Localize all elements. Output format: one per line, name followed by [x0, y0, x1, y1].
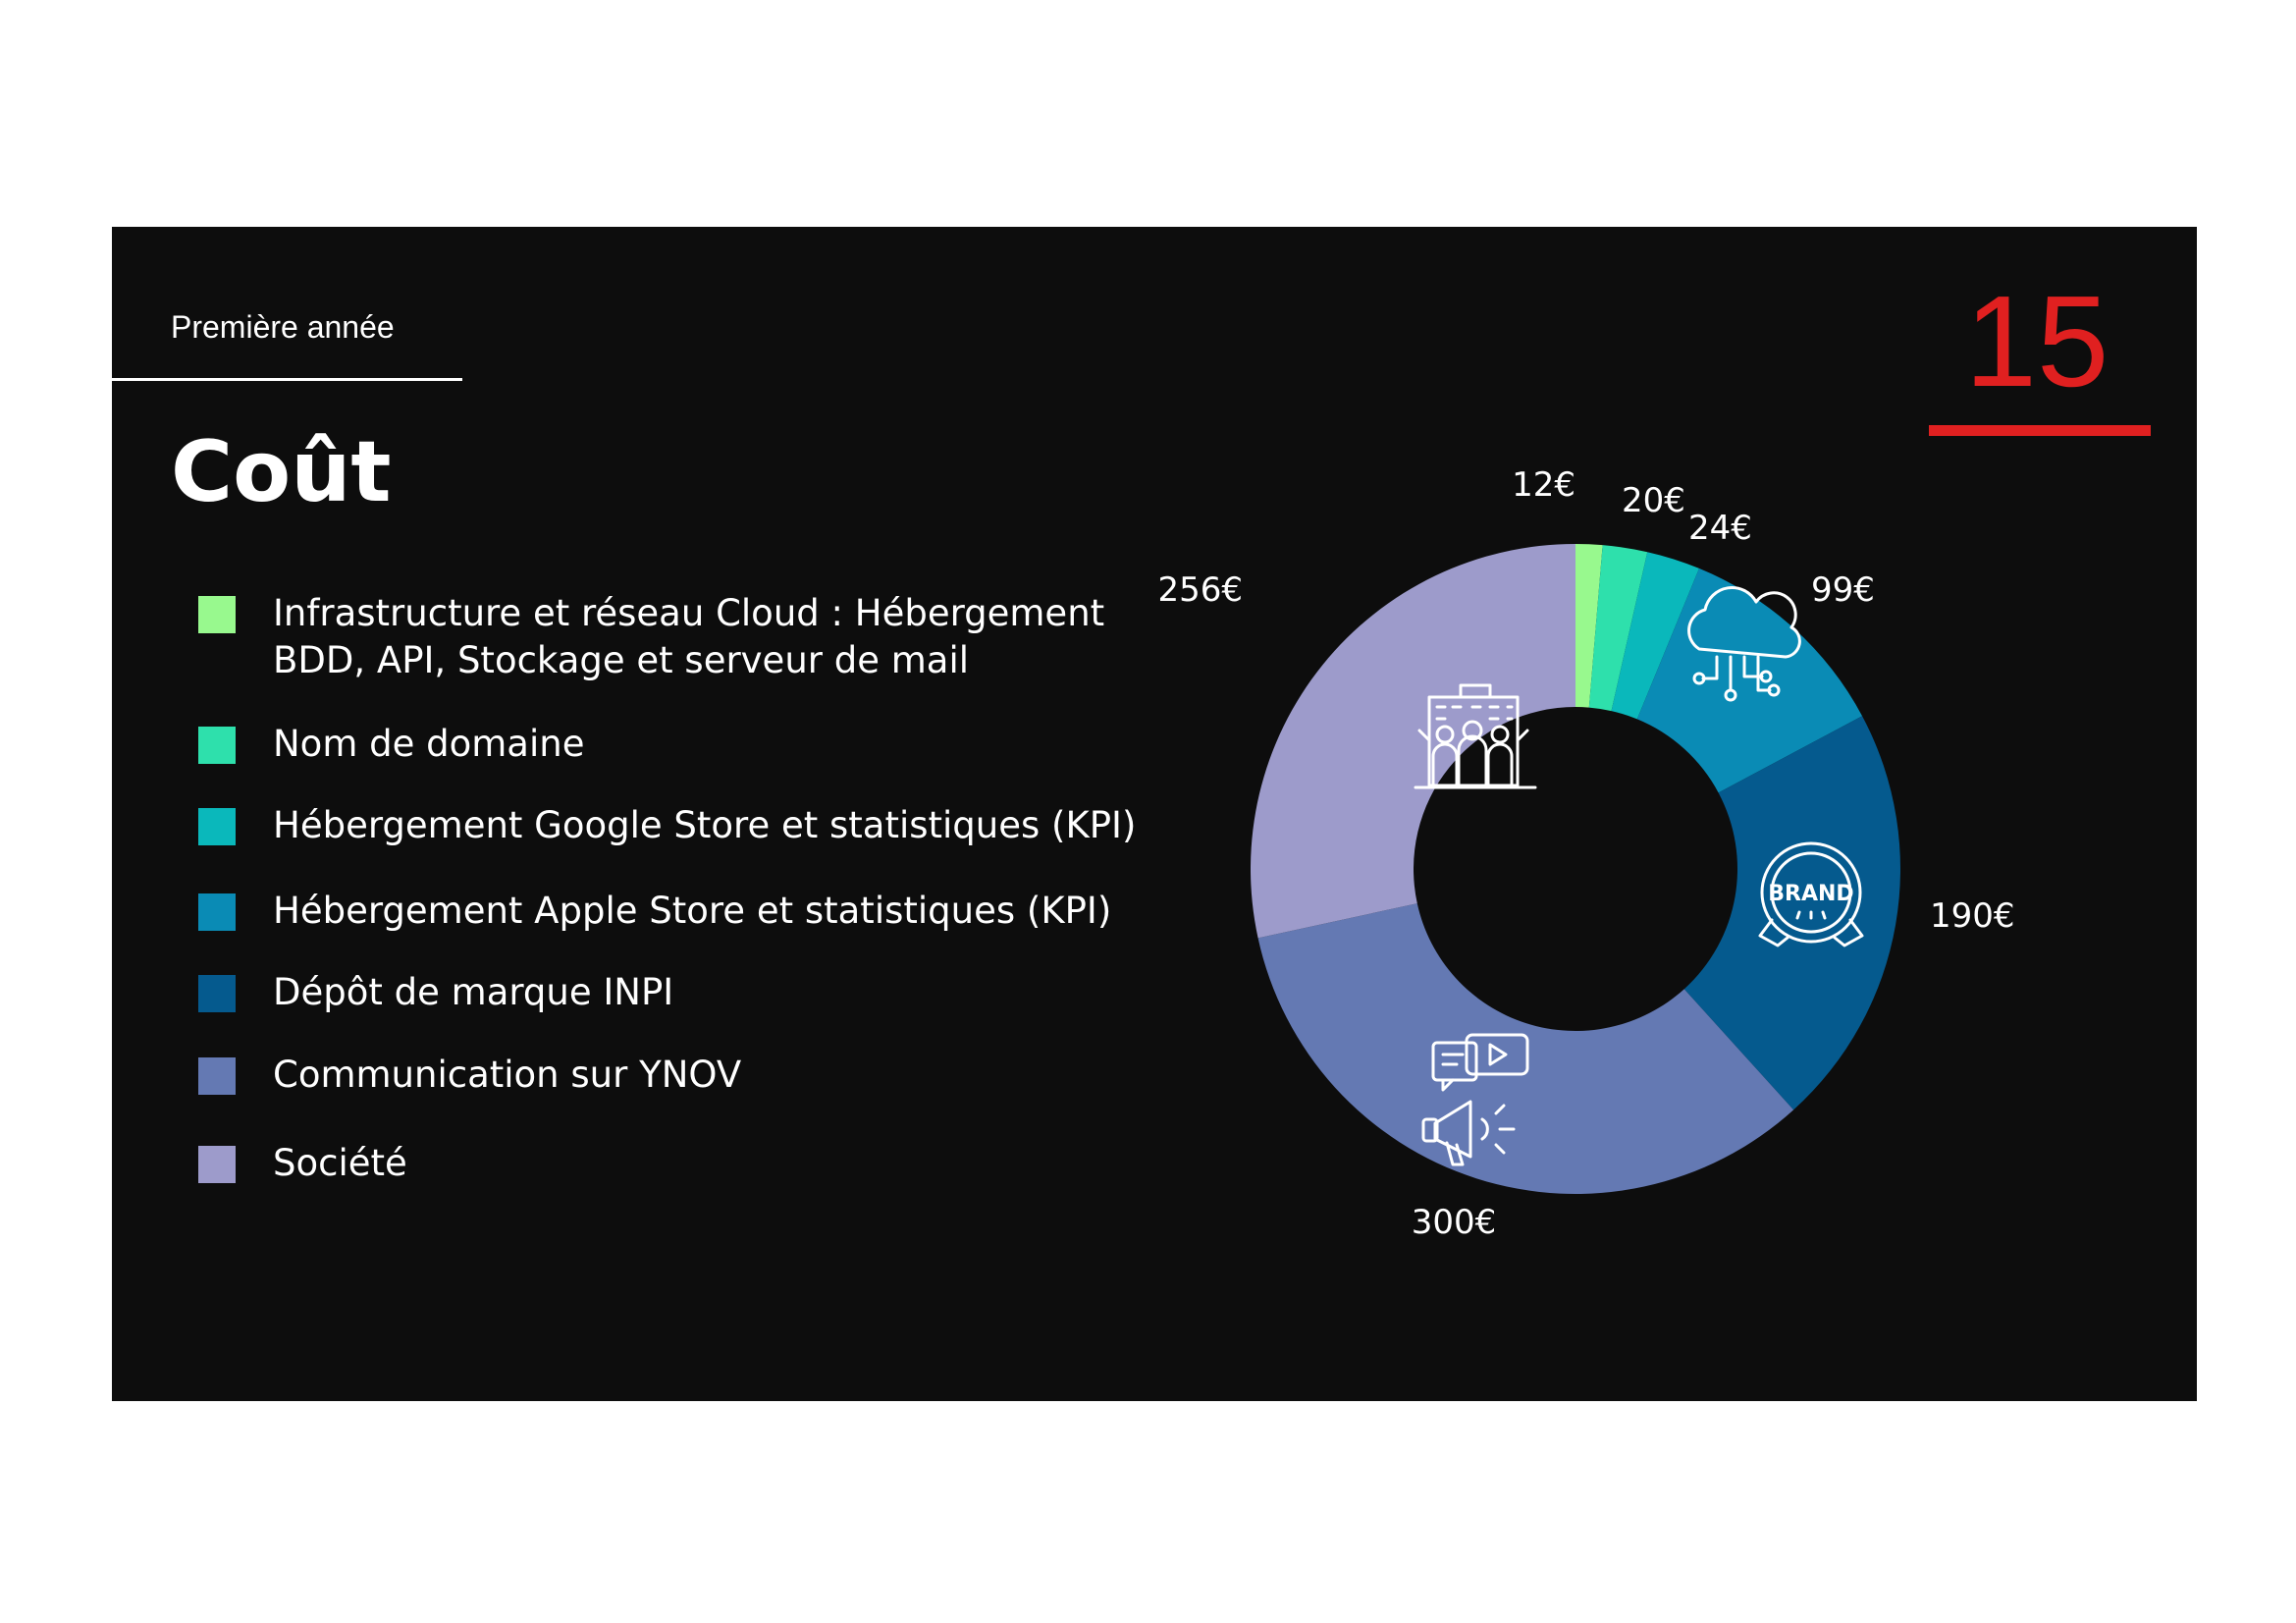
legend-label-line: Hébergement Google Store et statistiques… — [273, 804, 1137, 846]
page-number: 15 — [1964, 269, 2109, 413]
legend-label-line: Dépôt de marque INPI — [273, 971, 674, 1013]
legend-swatch — [198, 808, 236, 845]
cloud-network-icon — [1687, 585, 1801, 702]
legend-label-line: Nom de domaine — [273, 723, 585, 765]
page-number-underline — [1929, 425, 2151, 436]
donut-slice — [1611, 552, 1700, 720]
legend-label: Dépôt de marque INPI — [273, 969, 1255, 1016]
legend-label-line: Communication sur YNOV — [273, 1054, 742, 1096]
slide: Première année 15 Coût Infrastructure et… — [112, 227, 2197, 1401]
data-label: 99€ — [1811, 570, 1875, 610]
section-label: Première année — [171, 309, 395, 345]
legend-swatch — [198, 893, 236, 931]
legend-swatch — [198, 975, 236, 1012]
data-label: 190€ — [1930, 896, 2015, 936]
legend-label-line: Infrastructure et réseau Cloud : Héberge… — [273, 592, 1105, 634]
donut-chart: 12€ 20€24€ 99€ 190€ 300€ 256€ BRAND — [1157, 465, 2015, 1242]
legend-label: Infrastructure et réseau Cloud : Héberge… — [273, 590, 1255, 684]
data-label: 300€ — [1412, 1203, 1497, 1242]
legend-label: Communication sur YNOV — [273, 1052, 1255, 1099]
megaphone-video-icon — [1421, 1033, 1529, 1166]
donut-slice — [1575, 544, 1603, 708]
legend-label: Nom de domaine — [273, 721, 1255, 768]
data-label: 256€ — [1157, 570, 1243, 610]
legend-label-line: Société — [273, 1142, 407, 1184]
legend-swatch — [198, 1057, 236, 1095]
data-label: 12€ — [1512, 465, 1575, 505]
legend-label: Hébergement Apple Store et statistiques … — [273, 888, 1255, 935]
donut-slice — [1257, 903, 1794, 1194]
donut-slice — [1683, 716, 1900, 1110]
section-divider — [112, 378, 462, 381]
svg-text:BRAND: BRAND — [1768, 882, 1853, 906]
brand-badge-icon: BRAND — [1758, 841, 1864, 947]
donut-slice — [1588, 545, 1648, 712]
data-label: 20€ — [1622, 481, 1685, 520]
donut-slice — [1251, 544, 1575, 939]
legend-swatch — [198, 1146, 236, 1183]
donut-slice — [1636, 568, 1863, 793]
slide-title: Coût — [171, 423, 392, 521]
legend-label-line: Hébergement Apple Store et statistiques … — [273, 890, 1112, 932]
legend-swatch — [198, 596, 236, 633]
legend-label: Société — [273, 1140, 1255, 1187]
legend-label-line: BDD, API, Stockage et serveur de mail — [273, 639, 970, 681]
data-label: 24€ — [1688, 509, 1752, 548]
legend-swatch — [198, 727, 236, 764]
team-building-icon — [1414, 683, 1537, 789]
legend-label: Hébergement Google Store et statistiques… — [273, 802, 1255, 849]
